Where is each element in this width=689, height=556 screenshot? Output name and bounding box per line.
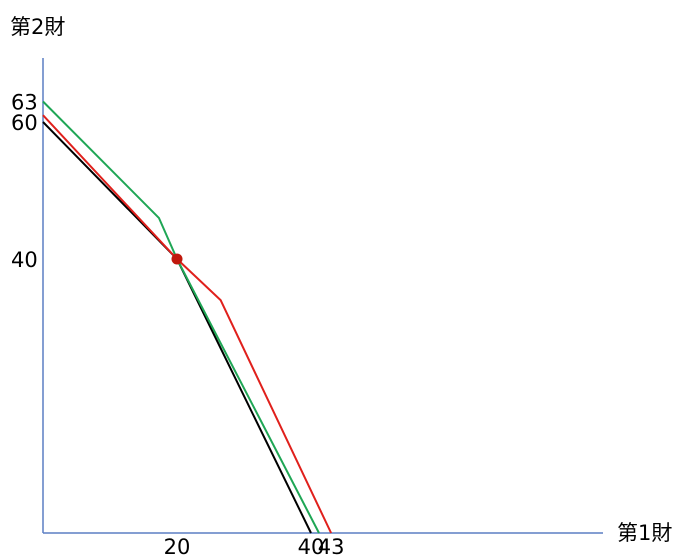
series-line-2 [42,114,333,534]
marker-layer [171,253,183,265]
y-axis-label: 第2財 [10,15,65,39]
intersection-point-1 [171,253,183,265]
x-tick-label-40: 40 [298,535,325,556]
series-layer [42,100,333,534]
series-line-3 [42,100,320,534]
x-axis-label: 第1財 [617,521,672,545]
y-tick-label-40: 40 [11,248,38,272]
series-line-1 [42,121,312,534]
x-tick-label-43: 43 [318,535,345,556]
y-tick-label-60: 60 [11,111,38,135]
y-tick-label-63: 63 [11,91,38,115]
axes [42,58,603,534]
x-tick-label-20: 20 [164,535,191,556]
